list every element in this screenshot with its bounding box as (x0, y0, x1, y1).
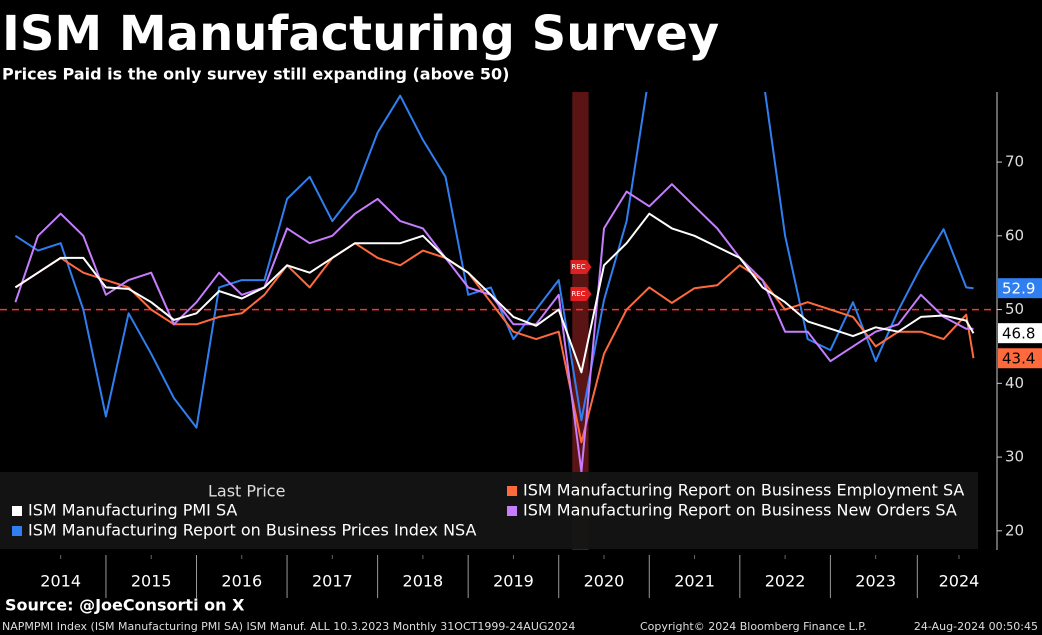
series-line (14, 242, 975, 444)
x-tick-label: 2018 (403, 572, 444, 591)
x-tick-label: 2024 (939, 572, 980, 591)
x-tick-label: 2021 (674, 572, 715, 591)
legend-label: ISM Manufacturing Report on Business New… (523, 501, 957, 520)
annotation: REC (571, 263, 585, 271)
footer-date: 24-Aug-2024 00:50:45 (914, 620, 1038, 633)
series-line (14, 92, 974, 429)
last-value-box (998, 348, 1042, 369)
last-value-box (998, 278, 1042, 299)
footer-copyright: Copyright© 2024 Bloomberg Finance L.P. (640, 620, 867, 633)
last-value-label: 52.9 (1002, 280, 1035, 298)
y-tick-label: 20 (1005, 521, 1024, 539)
legend-title: Last Price (208, 482, 285, 501)
annotation-tag (570, 287, 592, 301)
footer-left: NAPMPMI Index (ISM Manufacturing PMI SA)… (2, 620, 575, 633)
legend-label: ISM Manufacturing Report on Business Pri… (28, 521, 477, 540)
x-tick-label: 2015 (131, 572, 172, 591)
x-tick-label: 2023 (855, 572, 896, 591)
last-value-label: 43.4 (1002, 350, 1035, 368)
series-line (14, 183, 974, 473)
x-tick-label: 2017 (312, 572, 353, 591)
x-tick-label: 2020 (584, 572, 625, 591)
series-line (14, 212, 975, 374)
last-value-label: 46.8 (1002, 325, 1035, 343)
y-tick-label: 30 (1005, 448, 1024, 466)
legend-label: ISM Manufacturing Report on Business Emp… (523, 481, 964, 500)
plot-area (0, 92, 997, 550)
chart-subtitle: Prices Paid is the only survey still exp… (2, 65, 509, 84)
x-tick-label: 2014 (40, 572, 81, 591)
x-tick-label: 2019 (493, 572, 534, 591)
legend-box (0, 472, 978, 549)
source: Source: @JoeConsorti on X (5, 596, 245, 615)
legend-label: ISM Manufacturing PMI SA (28, 501, 237, 520)
legend-swatch (507, 506, 517, 516)
y-tick-label: 50 (1005, 300, 1024, 318)
x-tick-label: 2022 (765, 572, 806, 591)
chart-title: ISM Manufacturing Survey (2, 6, 719, 62)
y-tick-label: 70 (1005, 153, 1024, 171)
legend-swatch (12, 526, 22, 536)
last-value-box (998, 323, 1042, 344)
x-tick-label: 2016 (221, 572, 262, 591)
annotation-tag (570, 260, 592, 274)
legend-swatch (12, 506, 22, 516)
y-tick-label: 40 (1005, 374, 1024, 392)
y-tick-label: 60 (1005, 226, 1024, 244)
legend-swatch (507, 486, 517, 496)
annotation: REC (571, 290, 585, 298)
